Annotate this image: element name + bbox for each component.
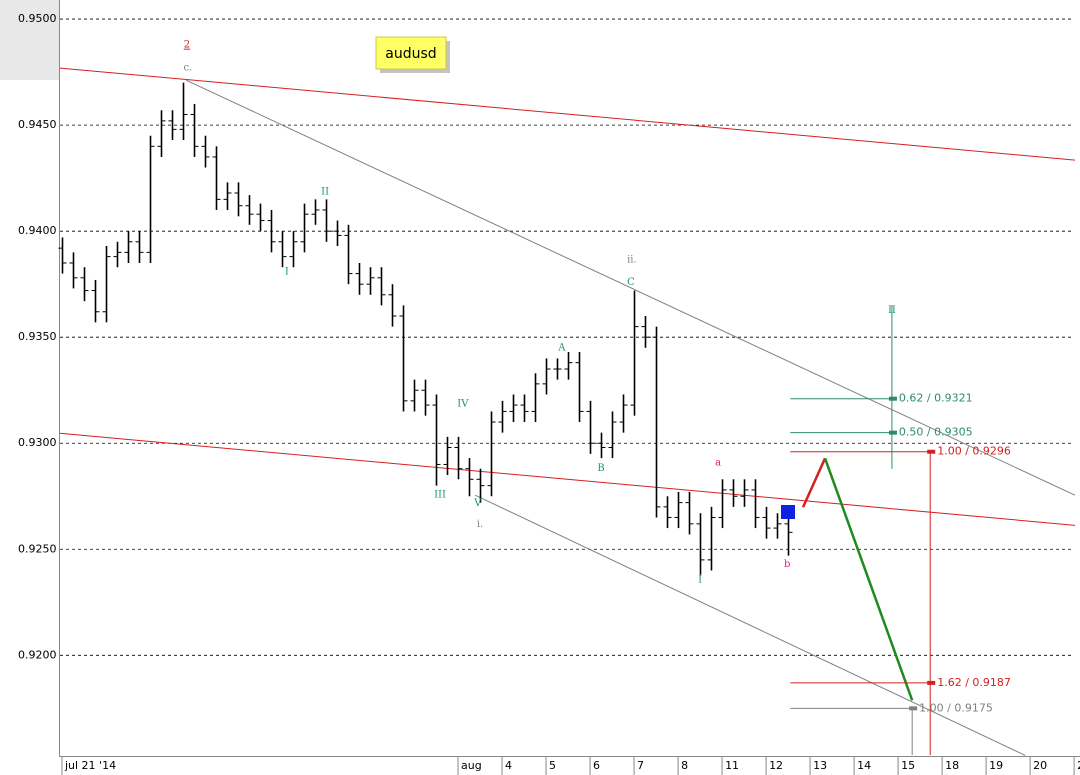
wave-label: I	[285, 267, 289, 278]
x-tick-label: 7	[637, 759, 644, 772]
x-tick-label: 5	[549, 759, 556, 772]
trend-line	[185, 79, 1076, 496]
wave-label: II	[321, 187, 329, 198]
y-tick-label: 0.9300	[18, 436, 57, 449]
wave-label: a	[715, 458, 721, 469]
y-tick-label: 0.9500	[18, 12, 57, 25]
level-marker	[927, 449, 936, 454]
wave-label: II	[888, 305, 896, 316]
x-tick-label: 15	[901, 759, 915, 772]
x-tick-label: 18	[945, 759, 959, 772]
wave-label: III	[434, 490, 446, 501]
wave-label: c.	[183, 63, 192, 74]
wave-label: IV	[457, 399, 469, 410]
note: audusd	[375, 36, 450, 73]
note-box	[375, 36, 447, 70]
wave-label: 2	[184, 40, 190, 51]
wave-label: i.	[477, 519, 483, 530]
trend-line	[801, 457, 827, 508]
wave-label: b	[784, 559, 790, 570]
level-marker	[888, 430, 897, 435]
wave-label: V	[473, 498, 482, 509]
level-marker	[927, 680, 936, 685]
y-tick-label: 0.9200	[18, 648, 57, 661]
x-tick-label: 20	[1033, 759, 1047, 772]
x-tick-label: 11	[725, 759, 739, 772]
x-tick-label: 14	[857, 759, 871, 772]
chart-title: audusd	[385, 46, 436, 62]
level-label: 1.62 / 0.9187	[937, 676, 1011, 689]
x-tick-label: 6	[593, 759, 600, 772]
x-tick-label: 4	[505, 759, 512, 772]
x-tick-label: 12	[769, 759, 783, 772]
current-price-box	[781, 505, 795, 519]
trend-line	[823, 457, 914, 701]
x-tick-label: jul 21 '14	[64, 759, 116, 772]
level-label: 0.50 / 0.9305	[899, 426, 973, 439]
trend-line	[59, 432, 1076, 526]
x-tick-label: 19	[989, 759, 1003, 772]
wave-label: ii.	[627, 255, 637, 266]
trend-line	[474, 494, 1026, 756]
y-tick-label: 0.9350	[18, 330, 57, 343]
level-marker	[909, 706, 918, 711]
y-tick-label: 0.9400	[18, 224, 57, 237]
x-tick-label: 8	[681, 759, 688, 772]
wave-label: C	[627, 277, 635, 288]
level-marker	[888, 396, 897, 401]
wave-label: A	[557, 343, 566, 354]
trend-line	[59, 67, 1076, 161]
level-label: 1.00 / 0.9296	[937, 445, 1011, 458]
axis-highlight	[0, 0, 59, 80]
level-label: 1.00 / 0.9175	[919, 701, 993, 714]
x-tick-label: 13	[813, 759, 827, 772]
y-tick-label: 0.9250	[18, 542, 57, 555]
x-tick-label: aug	[461, 759, 482, 772]
y-tick-label: 0.9450	[18, 118, 57, 131]
level-label: 0.62 / 0.9321	[899, 392, 973, 405]
wave-label: I	[698, 575, 702, 586]
wave-label: B	[597, 463, 604, 474]
x-tick-label: 21	[1077, 759, 1080, 772]
